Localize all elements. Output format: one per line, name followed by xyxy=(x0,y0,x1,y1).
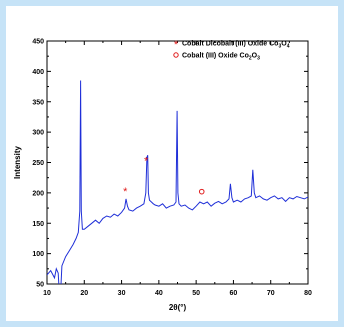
intensity-series-line xyxy=(47,80,308,284)
y-axis-label: Intensity xyxy=(13,146,22,179)
x-tick-label: 60 xyxy=(230,290,238,297)
y-tick-label: 400 xyxy=(32,69,44,76)
x-tick-labels: 10 20 30 40 50 60 70 80 xyxy=(43,290,312,297)
y-tick-label: 250 xyxy=(32,160,44,167)
x-tick-label: 40 xyxy=(155,290,163,297)
y-tick-label: 50 xyxy=(36,282,44,289)
x-tick-label: 50 xyxy=(192,290,200,297)
legend-star-symbol: * xyxy=(174,39,179,51)
x-axis-label: 2θ(°) xyxy=(169,303,187,312)
y-tick-label: 200 xyxy=(32,190,44,197)
peak-markers: ** xyxy=(123,156,205,198)
peak-circle-marker xyxy=(198,188,205,195)
peak-star-marker: * xyxy=(123,186,128,198)
xrd-chart: 10 20 30 40 50 60 70 80 50 100 150 200 250 300 350 400… xyxy=(13,39,312,313)
x-tick-label: 70 xyxy=(267,290,275,297)
y-tick-label: 150 xyxy=(32,221,44,228)
legend-entry-text: Cobalt Dicobalt (III) Oxide Co3O4 xyxy=(182,41,290,50)
y-tick-labels: 50 100 150 200 250 300 350 400 450 xyxy=(32,39,44,289)
y-tick-label: 350 xyxy=(32,99,44,106)
legend-circle-symbol xyxy=(173,52,179,58)
x-tick-label: 80 xyxy=(304,290,312,297)
axis-ticks xyxy=(46,40,309,285)
chart-frame: 10 20 30 40 50 60 70 80 50 100 150 200 250 300 350 400… xyxy=(6,6,338,321)
x-tick-label: 10 xyxy=(43,290,51,297)
x-tick-label: 30 xyxy=(118,290,126,297)
legend: * Cobalt Dicobalt (III) Oxide Co3O4 Cobalt… xyxy=(173,39,290,62)
x-tick-label: 20 xyxy=(80,290,88,297)
peak-star-marker: * xyxy=(144,156,149,168)
y-tick-label: 100 xyxy=(32,251,44,258)
legend-entry-text: Cobalt (III) Oxide Co2O3 xyxy=(182,53,260,62)
y-tick-label: 450 xyxy=(32,39,44,46)
y-tick-label: 300 xyxy=(32,130,44,137)
